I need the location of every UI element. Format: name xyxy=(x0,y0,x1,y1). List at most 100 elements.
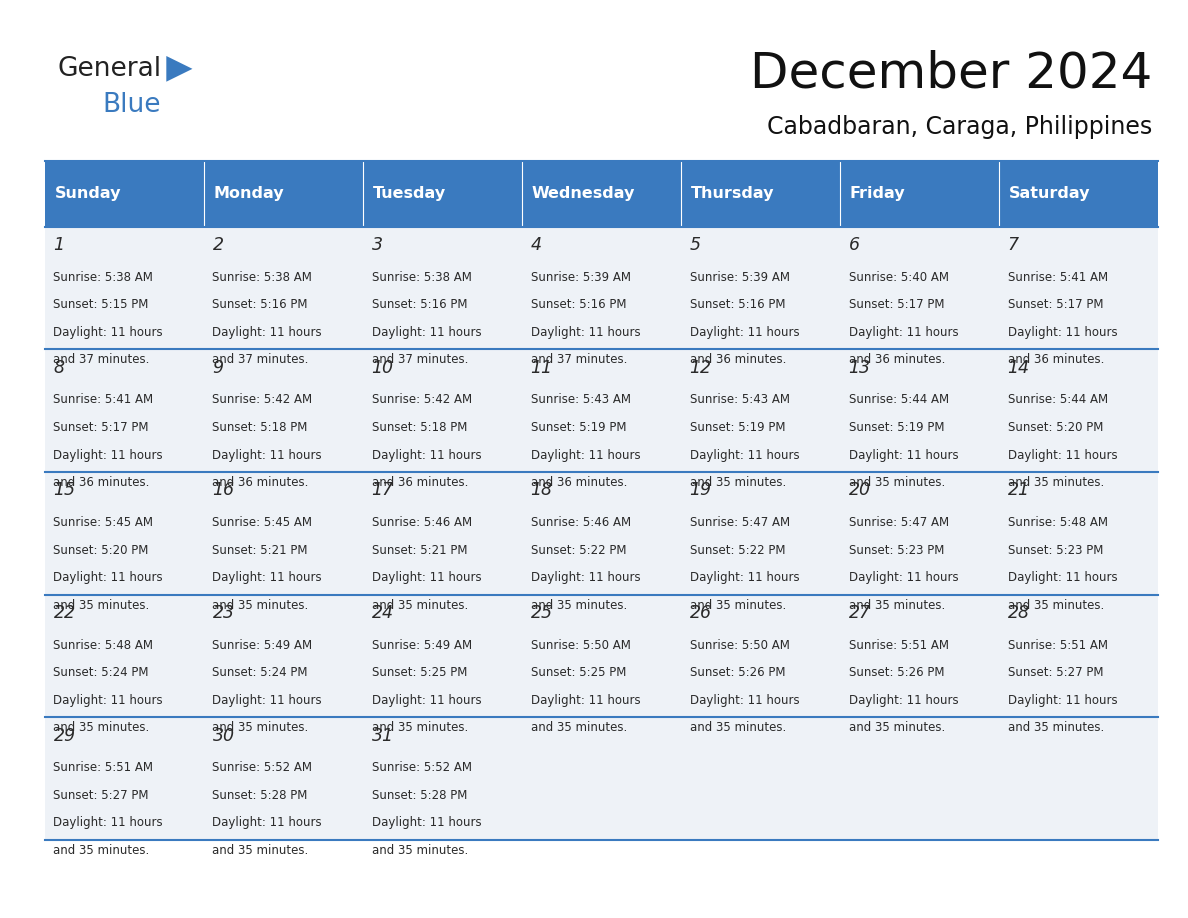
Text: 25: 25 xyxy=(531,604,552,621)
Text: Sunset: 5:21 PM: Sunset: 5:21 PM xyxy=(213,543,308,556)
Text: 21: 21 xyxy=(1007,481,1030,499)
Bar xyxy=(364,472,523,595)
Text: Sunset: 5:28 PM: Sunset: 5:28 PM xyxy=(372,789,467,802)
Text: Wednesday: Wednesday xyxy=(532,186,636,201)
Text: Daylight: 11 hours: Daylight: 11 hours xyxy=(213,571,322,584)
Text: 17: 17 xyxy=(372,481,393,499)
Text: Sunset: 5:27 PM: Sunset: 5:27 PM xyxy=(53,789,148,802)
Text: Sunset: 5:23 PM: Sunset: 5:23 PM xyxy=(1007,543,1102,556)
Text: and 36 minutes.: and 36 minutes. xyxy=(848,353,944,366)
Bar xyxy=(204,161,364,227)
Text: Daylight: 11 hours: Daylight: 11 hours xyxy=(372,326,481,339)
Text: Daylight: 11 hours: Daylight: 11 hours xyxy=(689,694,800,707)
Text: and 35 minutes.: and 35 minutes. xyxy=(372,844,468,857)
Text: and 35 minutes.: and 35 minutes. xyxy=(53,844,150,857)
Bar xyxy=(681,350,840,472)
Text: 8: 8 xyxy=(53,359,64,376)
Bar xyxy=(45,161,204,227)
Text: Sunrise: 5:50 AM: Sunrise: 5:50 AM xyxy=(689,639,789,652)
Bar xyxy=(840,472,999,595)
Text: Daylight: 11 hours: Daylight: 11 hours xyxy=(848,571,959,584)
Text: Sunset: 5:25 PM: Sunset: 5:25 PM xyxy=(372,666,467,679)
Text: Daylight: 11 hours: Daylight: 11 hours xyxy=(372,571,481,584)
Bar xyxy=(999,595,1158,717)
Text: Cabadbaran, Caraga, Philippines: Cabadbaran, Caraga, Philippines xyxy=(767,115,1152,139)
Text: Daylight: 11 hours: Daylight: 11 hours xyxy=(531,449,640,462)
Text: 26: 26 xyxy=(689,604,712,621)
Text: Sunset: 5:19 PM: Sunset: 5:19 PM xyxy=(531,421,626,434)
Bar xyxy=(999,350,1158,472)
Text: Tuesday: Tuesday xyxy=(373,186,446,201)
Text: Daylight: 11 hours: Daylight: 11 hours xyxy=(689,571,800,584)
Bar xyxy=(523,350,681,472)
Text: Daylight: 11 hours: Daylight: 11 hours xyxy=(1007,449,1117,462)
Text: Sunset: 5:16 PM: Sunset: 5:16 PM xyxy=(689,298,785,311)
Text: and 35 minutes.: and 35 minutes. xyxy=(53,722,150,734)
Text: Daylight: 11 hours: Daylight: 11 hours xyxy=(372,816,481,830)
Text: 29: 29 xyxy=(53,726,76,744)
Text: Sunrise: 5:44 AM: Sunrise: 5:44 AM xyxy=(848,394,949,407)
Text: Daylight: 11 hours: Daylight: 11 hours xyxy=(53,694,163,707)
Text: Sunrise: 5:48 AM: Sunrise: 5:48 AM xyxy=(1007,516,1107,529)
Text: 31: 31 xyxy=(372,726,393,744)
Text: Daylight: 11 hours: Daylight: 11 hours xyxy=(1007,326,1117,339)
Text: 1: 1 xyxy=(53,236,64,254)
Bar xyxy=(364,227,523,350)
Text: Sunset: 5:28 PM: Sunset: 5:28 PM xyxy=(213,789,308,802)
Text: Sunrise: 5:38 AM: Sunrise: 5:38 AM xyxy=(372,271,472,284)
Bar xyxy=(364,717,523,840)
Text: Sunrise: 5:40 AM: Sunrise: 5:40 AM xyxy=(848,271,948,284)
Text: Sunset: 5:23 PM: Sunset: 5:23 PM xyxy=(848,543,944,556)
Text: Daylight: 11 hours: Daylight: 11 hours xyxy=(213,449,322,462)
Text: Thursday: Thursday xyxy=(690,186,775,201)
Text: 30: 30 xyxy=(213,726,234,744)
Text: Sunrise: 5:44 AM: Sunrise: 5:44 AM xyxy=(1007,394,1107,407)
Text: 19: 19 xyxy=(689,481,712,499)
Bar xyxy=(999,717,1158,840)
Text: and 35 minutes.: and 35 minutes. xyxy=(372,722,468,734)
Text: Saturday: Saturday xyxy=(1009,186,1091,201)
Text: Sunrise: 5:51 AM: Sunrise: 5:51 AM xyxy=(848,639,948,652)
Text: Sunset: 5:16 PM: Sunset: 5:16 PM xyxy=(213,298,308,311)
Text: and 36 minutes.: and 36 minutes. xyxy=(689,353,786,366)
Text: Sunrise: 5:39 AM: Sunrise: 5:39 AM xyxy=(531,271,631,284)
Bar xyxy=(523,161,681,227)
Bar xyxy=(840,161,999,227)
Text: Sunset: 5:21 PM: Sunset: 5:21 PM xyxy=(372,543,467,556)
Text: 24: 24 xyxy=(372,604,393,621)
Text: Sunset: 5:17 PM: Sunset: 5:17 PM xyxy=(1007,298,1104,311)
Text: Sunrise: 5:47 AM: Sunrise: 5:47 AM xyxy=(689,516,790,529)
Text: Sunday: Sunday xyxy=(55,186,121,201)
Text: 28: 28 xyxy=(1007,604,1030,621)
Text: Sunrise: 5:43 AM: Sunrise: 5:43 AM xyxy=(689,394,790,407)
Text: 13: 13 xyxy=(848,359,871,376)
Bar xyxy=(681,595,840,717)
Text: Sunrise: 5:46 AM: Sunrise: 5:46 AM xyxy=(531,516,631,529)
Text: Sunrise: 5:50 AM: Sunrise: 5:50 AM xyxy=(531,639,631,652)
Text: and 35 minutes.: and 35 minutes. xyxy=(53,599,150,611)
Text: Monday: Monday xyxy=(214,186,284,201)
Text: Friday: Friday xyxy=(849,186,905,201)
Text: Daylight: 11 hours: Daylight: 11 hours xyxy=(53,326,163,339)
Bar xyxy=(364,350,523,472)
Bar xyxy=(681,227,840,350)
Text: 10: 10 xyxy=(372,359,393,376)
Text: Sunset: 5:27 PM: Sunset: 5:27 PM xyxy=(1007,666,1104,679)
Bar xyxy=(204,717,364,840)
Text: Daylight: 11 hours: Daylight: 11 hours xyxy=(372,449,481,462)
Text: Sunrise: 5:41 AM: Sunrise: 5:41 AM xyxy=(53,394,153,407)
Text: 5: 5 xyxy=(689,236,701,254)
Text: and 35 minutes.: and 35 minutes. xyxy=(531,599,627,611)
Text: Sunrise: 5:38 AM: Sunrise: 5:38 AM xyxy=(213,271,312,284)
Bar xyxy=(681,717,840,840)
Text: and 35 minutes.: and 35 minutes. xyxy=(213,844,309,857)
Text: Daylight: 11 hours: Daylight: 11 hours xyxy=(213,816,322,830)
Bar xyxy=(364,595,523,717)
Text: Sunrise: 5:49 AM: Sunrise: 5:49 AM xyxy=(372,639,472,652)
Text: 15: 15 xyxy=(53,481,76,499)
Bar xyxy=(840,595,999,717)
Bar xyxy=(45,472,204,595)
Text: General: General xyxy=(57,56,162,82)
Text: Sunrise: 5:52 AM: Sunrise: 5:52 AM xyxy=(372,761,472,775)
Text: 23: 23 xyxy=(213,604,234,621)
